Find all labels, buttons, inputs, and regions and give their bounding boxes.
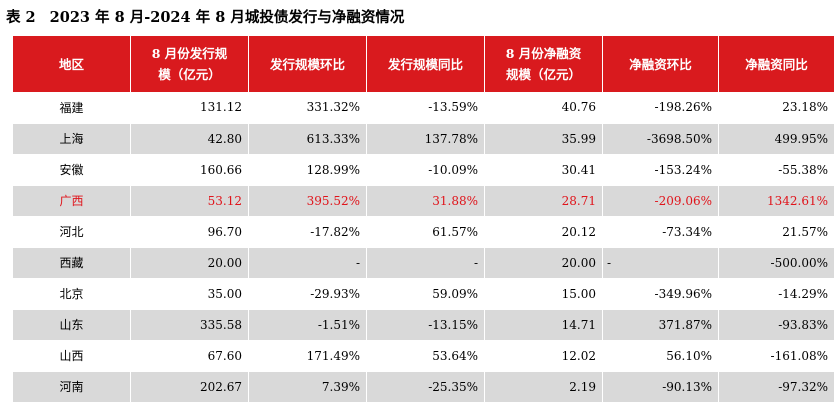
cell-issuance-yoy: -25.35%	[366, 371, 485, 403]
cell-issuance-yoy: -10.09%	[366, 154, 485, 186]
cell-issuance-yoy: -13.59%	[366, 92, 485, 124]
table-row: 北京 35.00 -29.93% 59.09% 15.00 -349.96% -14.29%	[12, 278, 835, 310]
caption-title: 2023 年 8 月-2024 年 8 月城投债发行与净融资情况	[49, 9, 405, 26]
cell-issuance-mom: -17.82%	[248, 216, 367, 248]
cell-issuance-yoy: 53.64%	[366, 340, 485, 372]
header-region: 地区	[12, 36, 131, 92]
table-row: 广西 53.12 395.52% 31.88% 28.71 -209.06% 1342.61…	[12, 185, 835, 217]
cell-net-financing-yoy: -93.83%	[718, 309, 835, 341]
cell-issuance-mom: -1.51%	[248, 309, 367, 341]
cell-issuance-mom: 171.49%	[248, 340, 367, 372]
cell-net-financing-amount: 15.00	[484, 278, 603, 310]
cell-issuance-amount: 202.67	[130, 371, 249, 403]
cell-region: 上海	[12, 123, 131, 155]
cell-net-financing-yoy: 23.18%	[718, 92, 835, 124]
cell-net-financing-mom: -198.26%	[602, 92, 719, 124]
cell-net-financing-mom: 371.87%	[602, 309, 719, 341]
caption-number: 表 2	[6, 9, 36, 26]
cell-net-financing-mom: -90.13%	[602, 371, 719, 403]
table-row: 福建 131.12 331.32% -13.59% 40.76 -198.26% 23.18…	[12, 92, 835, 124]
cell-issuance-amount: 53.12	[130, 185, 249, 217]
cell-net-financing-mom: -153.24%	[602, 154, 719, 186]
cell-net-financing-amount: 30.41	[484, 154, 603, 186]
cell-issuance-amount: 96.70	[130, 216, 249, 248]
table-row: 山东 335.58 -1.51% -13.15% 14.71 371.87% -93.83%	[12, 309, 835, 341]
cell-issuance-amount: 131.12	[130, 92, 249, 124]
cell-net-financing-yoy: -500.00%	[718, 247, 835, 279]
table-row: 西藏 20.00- -20.00- -500.00%	[12, 247, 835, 279]
cell-region: 广西	[12, 185, 131, 217]
cell-region: 河北	[12, 216, 131, 248]
cell-net-financing-mom: 56.10%	[602, 340, 719, 372]
header-issuance-amount: 8 月份发行规模（亿元）	[130, 36, 249, 92]
cell-region: 安徽	[12, 154, 131, 186]
cell-net-financing-yoy: -55.38%	[718, 154, 835, 186]
cell-net-financing-yoy: -97.32%	[718, 371, 835, 403]
header-net-financing-mom: 净融资环比	[602, 36, 719, 92]
cell-net-financing-mom: -3698.50%	[602, 123, 719, 155]
cell-issuance-amount: 335.58	[130, 309, 249, 341]
header-issuance-yoy: 发行规模同比	[366, 36, 485, 92]
cell-issuance-mom: 613.33%	[248, 123, 367, 155]
cell-region: 北京	[12, 278, 131, 310]
table-row: 河南 202.67 7.39% -25.35% 2.19 -90.13% -97.32%	[12, 371, 835, 403]
cell-net-financing-amount: 20.00	[484, 247, 603, 279]
table-caption: 表 2 2023 年 8 月-2024 年 8 月城投债发行与净融资情况	[6, 6, 404, 30]
cell-issuance-yoy: 137.78%	[366, 123, 485, 155]
table-row: 河北 96.70 -17.82% 61.57% 20.12 -73.34% 21.57%	[12, 216, 835, 248]
cell-region: 山东	[12, 309, 131, 341]
table-row: 上海 42.80 613.33% 137.78% 35.99 -3698.50% 499.9…	[12, 123, 835, 155]
cell-issuance-amount: 67.60	[130, 340, 249, 372]
cell-issuance-yoy: 59.09%	[366, 278, 485, 310]
cell-net-financing-amount: 35.99	[484, 123, 603, 155]
cell-region: 西藏	[12, 247, 131, 279]
cell-net-financing-mom: -349.96%	[602, 278, 719, 310]
cell-net-financing-mom: -73.34%	[602, 216, 719, 248]
cell-region: 福建	[12, 92, 131, 124]
cell-net-financing-amount: 14.71	[484, 309, 603, 341]
cell-issuance-yoy: -	[366, 247, 485, 279]
table-body: 福建 131.12 331.32% -13.59% 40.76 -198.26% 23.18…	[12, 92, 835, 403]
cell-net-financing-yoy: -14.29%	[718, 278, 835, 310]
cell-net-financing-amount: 40.76	[484, 92, 603, 124]
cell-issuance-mom: 7.39%	[248, 371, 367, 403]
cell-issuance-yoy: 31.88%	[366, 185, 485, 217]
cell-net-financing-mom: -209.06%	[602, 185, 719, 217]
cell-issuance-mom: -	[248, 247, 367, 279]
header-row: 地区 8 月份发行规模（亿元） 发行规模环比 发行规模同比 8 月份净融资规模（…	[12, 36, 835, 92]
header-net-financing-yoy: 净融资同比	[718, 36, 835, 92]
table-header: 地区 8 月份发行规模（亿元） 发行规模环比 发行规模同比 8 月份净融资规模（…	[12, 36, 835, 92]
financing-table: 地区 8 月份发行规模（亿元） 发行规模环比 发行规模同比 8 月份净融资规模（…	[12, 36, 835, 403]
cell-issuance-amount: 20.00	[130, 247, 249, 279]
cell-issuance-mom: 395.52%	[248, 185, 367, 217]
cell-issuance-amount: 35.00	[130, 278, 249, 310]
header-issuance-mom: 发行规模环比	[248, 36, 367, 92]
cell-issuance-mom: 331.32%	[248, 92, 367, 124]
cell-net-financing-amount: 2.19	[484, 371, 603, 403]
cell-net-financing-mom: -	[602, 247, 719, 279]
cell-issuance-yoy: -13.15%	[366, 309, 485, 341]
cell-region: 河南	[12, 371, 131, 403]
table-row: 安徽 160.66 128.99% -10.09% 30.41 -153.24% -55.3…	[12, 154, 835, 186]
cell-net-financing-yoy: 1342.61%	[718, 185, 835, 217]
table-row: 山西 67.60 171.49% 53.64% 12.02 56.10% -161.08%	[12, 340, 835, 372]
cell-net-financing-yoy: 21.57%	[718, 216, 835, 248]
header-net-financing-amount: 8 月份净融资规模（亿元）	[484, 36, 603, 92]
cell-issuance-yoy: 61.57%	[366, 216, 485, 248]
cell-net-financing-amount: 12.02	[484, 340, 603, 372]
cell-issuance-mom: -29.93%	[248, 278, 367, 310]
cell-issuance-amount: 160.66	[130, 154, 249, 186]
cell-net-financing-amount: 20.12	[484, 216, 603, 248]
cell-net-financing-yoy: 499.95%	[718, 123, 835, 155]
cell-region: 山西	[12, 340, 131, 372]
cell-issuance-amount: 42.80	[130, 123, 249, 155]
cell-net-financing-amount: 28.71	[484, 185, 603, 217]
cell-net-financing-yoy: -161.08%	[718, 340, 835, 372]
cell-issuance-mom: 128.99%	[248, 154, 367, 186]
